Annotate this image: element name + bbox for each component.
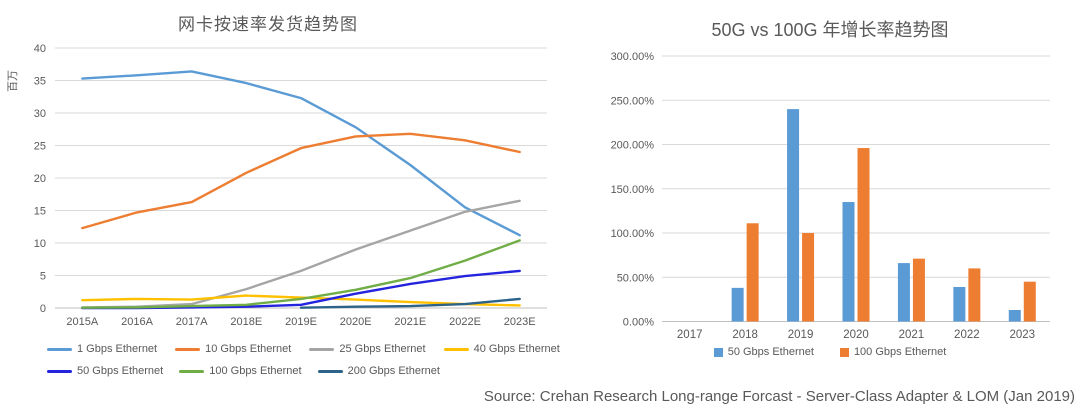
- bar-50-gbps-ethernet-2019: [787, 109, 800, 322]
- legend-label: 10 Gbps Ethernet: [205, 343, 292, 355]
- legend-label: 100 Gbps Ethernet: [209, 365, 302, 377]
- legend-swatch: [713, 347, 723, 357]
- bar-100-gbps-ethernet-2022: [968, 268, 981, 322]
- legend-label: 50 Gbps Ethernet: [727, 346, 814, 358]
- legend-item: 40 Gbps Ethernet: [443, 343, 560, 355]
- line-series-100-gbps-ethernet: [81, 239, 521, 309]
- legend-label: 25 Gbps Ethernet: [339, 343, 426, 355]
- bar-50-gbps-ethernet-2021: [897, 263, 910, 322]
- legend-item: 50 Gbps Ethernet: [47, 365, 163, 377]
- y-tick-label: 10: [34, 238, 46, 250]
- legend-swatch: [47, 369, 72, 373]
- x-tick-label: 2020: [843, 329, 869, 341]
- y-tick-label: 0: [40, 303, 46, 315]
- legend-label: 1 Gbps Ethernet: [77, 343, 158, 355]
- x-tick-label: 2020E: [340, 316, 372, 328]
- x-tick-label: 2018E: [230, 316, 262, 328]
- y-tick-label: 300.00%: [611, 51, 655, 63]
- bar-100-gbps-ethernet-2021: [912, 258, 925, 322]
- line-series-10-gbps-ethernet: [81, 132, 521, 230]
- legend-item: 100 Gbps Ethernet: [179, 365, 302, 377]
- legend-swatch: [47, 347, 72, 351]
- y-tick-label: 20: [34, 173, 46, 185]
- line-series-25-gbps-ethernet: [81, 199, 521, 309]
- y-axis-title: 百万: [7, 70, 19, 92]
- x-tick-label: 2019E: [285, 316, 317, 328]
- y-tick-label: 15: [34, 206, 46, 218]
- x-tick-label: 2017: [677, 329, 703, 341]
- y-tick-label: 50.00%: [617, 272, 655, 284]
- x-tick-label: 2017A: [176, 316, 208, 328]
- legend-label: 50 Gbps Ethernet: [77, 365, 164, 377]
- x-tick-label: 2018: [732, 329, 758, 341]
- legend-item: 25 Gbps Ethernet: [309, 343, 426, 355]
- line-chart-legend-row-1: 1 Gbps Ethernet 10 Gbps Ethernet 25 Gbps E…: [47, 343, 560, 355]
- bar-50-gbps-ethernet-2023: [1008, 309, 1021, 322]
- bar-chart-legend: 50 Gbps Ethernet 100 Gbps Ethernet: [560, 346, 1080, 358]
- x-tick-label: 2021: [899, 329, 925, 341]
- legend-swatch: [839, 347, 849, 357]
- bar-50-gbps-ethernet-2022: [953, 286, 966, 322]
- bar-chart-title: 50G vs 100G 年增长率趋势图: [711, 20, 949, 40]
- x-tick-label: 2023: [1009, 329, 1035, 341]
- y-tick-label: 35: [34, 76, 46, 88]
- bar-100-gbps-ethernet-2018: [746, 223, 759, 322]
- legend-label: 40 Gbps Ethernet: [473, 343, 560, 355]
- legend-item: 200 Gbps Ethernet: [317, 365, 440, 377]
- y-tick-label: 25: [34, 141, 46, 153]
- x-tick-label: 2022: [954, 329, 980, 341]
- legend-item: 50 Gbps Ethernet: [713, 346, 814, 358]
- y-tick-label: 0.00%: [623, 317, 654, 329]
- source-note: Source: Crehan Research Long-range Forca…: [483, 388, 1075, 405]
- legend-label: 100 Gbps Ethernet: [853, 346, 947, 358]
- bar-chart-svg: 0.00% 50.00% 100.00% 150.00% 200.00% 250.00% 3…: [611, 51, 1050, 341]
- legend-item: 10 Gbps Ethernet: [175, 343, 291, 355]
- line-series-1-gbps-ethernet: [81, 70, 521, 237]
- x-tick-label: 2021E: [394, 316, 426, 328]
- legend-swatch: [317, 369, 343, 373]
- legend-swatch: [179, 369, 205, 373]
- bar-50-gbps-ethernet-2018: [731, 287, 744, 322]
- line-chart-title: 网卡按速率发货趋势图: [178, 15, 358, 34]
- y-tick-label: 5: [40, 271, 46, 283]
- x-tick-label: 2016A: [121, 316, 153, 328]
- x-tick-label: 2019: [788, 329, 814, 341]
- y-tick-label: 40: [34, 43, 46, 55]
- line-chart-svg: 0 5 10 15 20 25 30 35 40 百万 2015A 2016A 2017A 2018E 20…: [7, 43, 547, 328]
- bar-100-gbps-ethernet-2019: [802, 233, 815, 322]
- y-tick-label: 30: [34, 108, 46, 120]
- y-tick-label: 250.00%: [611, 95, 655, 107]
- bar-100-gbps-ethernet-2020: [857, 148, 870, 322]
- y-tick-label: 100.00%: [611, 228, 655, 240]
- x-tick-label: 2015A: [66, 316, 98, 328]
- y-tick-label: 150.00%: [611, 184, 655, 196]
- y-tick-label: 200.00%: [611, 140, 655, 152]
- legend-swatch: [175, 347, 201, 351]
- line-series-40-gbps-ethernet: [81, 294, 521, 307]
- legend-item: 100 Gbps Ethernet: [839, 346, 947, 358]
- legend-swatch: [443, 347, 469, 351]
- x-tick-label: 2023E: [504, 316, 536, 328]
- x-tick-label: 2022E: [449, 316, 481, 328]
- bar-100-gbps-ethernet-2023: [1023, 281, 1036, 322]
- bar-50-gbps-ethernet-2020: [842, 202, 855, 322]
- line-chart-legend-row-2: 50 Gbps Ethernet 100 Gbps Ethernet 200 Gbp…: [47, 365, 440, 377]
- line-series-50-gbps-ethernet: [81, 269, 521, 310]
- legend-item: 1 Gbps Ethernet: [47, 343, 157, 355]
- legend-label: 200 Gbps Ethernet: [347, 365, 440, 377]
- legend-swatch: [309, 347, 335, 351]
- line-series-200-gbps-ethernet: [299, 297, 521, 309]
